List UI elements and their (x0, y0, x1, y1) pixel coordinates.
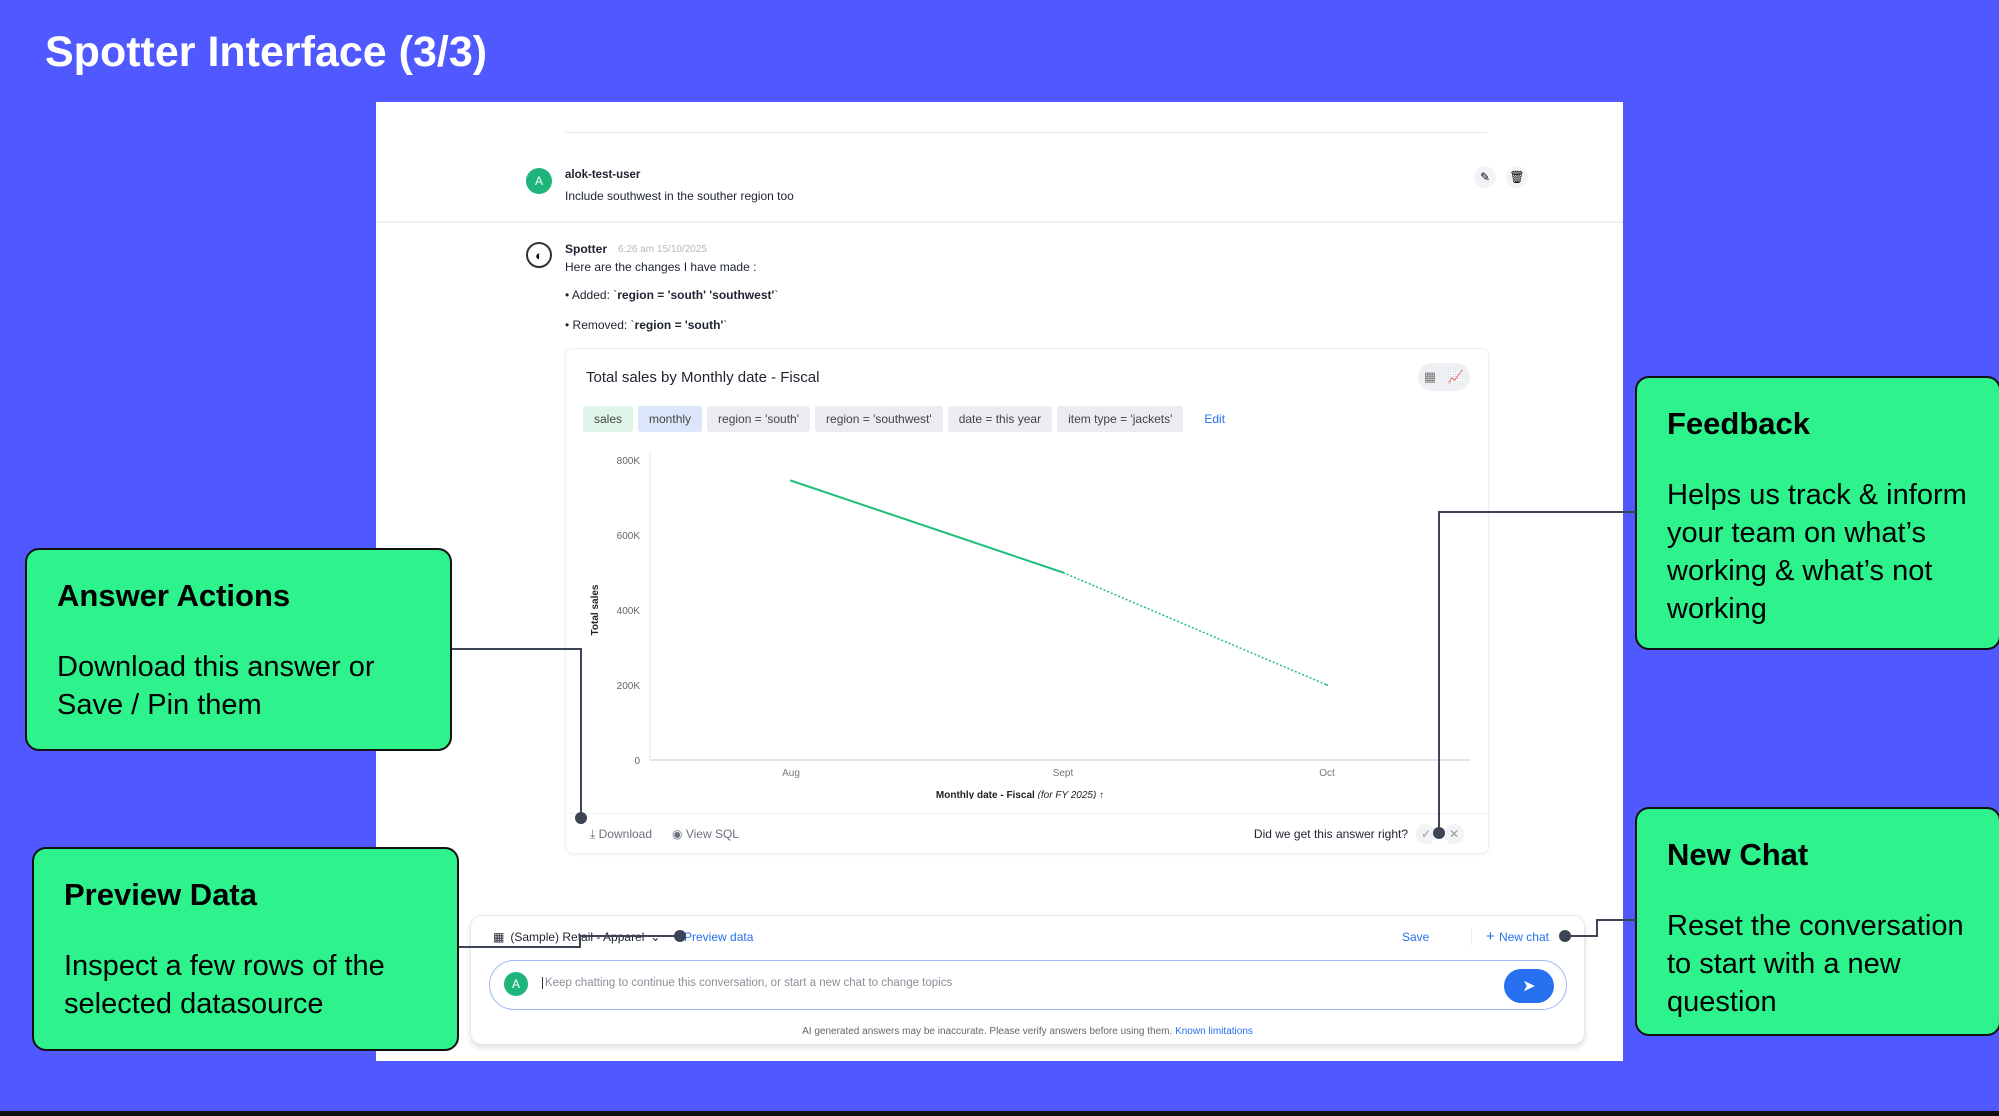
x-axis-title: Monthly date - Fiscal (for FY 2025) ↑ (936, 790, 1104, 799)
feedback-question: Did we get this answer right? (1253, 827, 1408, 841)
spotter-name: Spotter (565, 242, 607, 256)
y-tick-label: 0 (634, 756, 640, 767)
y-tick-label: 800K (617, 456, 641, 467)
preview-data-link[interactable]: Preview data (684, 930, 754, 944)
user-name: alok-test-user (565, 169, 641, 181)
divider (566, 813, 1490, 814)
tick: ` (723, 318, 728, 332)
eye-icon: ◉ (672, 827, 686, 841)
y-tick-label: 400K (617, 606, 641, 617)
answer-card: Total sales by Monthly date - Fiscal ▦ 📈 … (565, 348, 1490, 854)
y-tick-label: 600K (617, 531, 641, 542)
spotter-intro: Here are the changes I have made : (565, 260, 757, 274)
table-icon: ▦ (493, 930, 505, 944)
plus-icon: + (1486, 928, 1499, 945)
close-icon[interactable]: ✕ (1444, 824, 1464, 844)
connector-dot (1433, 827, 1445, 839)
thumbs-correct-icon[interactable]: ✓ (1416, 824, 1436, 844)
callout-title: Preview Data (64, 877, 257, 912)
divider (376, 221, 1623, 223)
spotter-screenshot: A alok-test-user Include southwest in th… (376, 102, 1623, 1061)
data-point (1062, 571, 1064, 574)
viz-toggle[interactable]: ▦ 📈 (1418, 363, 1470, 391)
new-chat-label: New chat (1498, 930, 1549, 944)
x-tick-label: Sept (1053, 768, 1074, 779)
callout-new-chat: New Chat Reset the conversation to start… (1635, 807, 1999, 1036)
known-limitations-link[interactable]: Known limitations (1175, 1026, 1253, 1037)
added-value: region = 'south' 'southwest' (617, 288, 775, 302)
callout-answer-actions: Answer Actions Download this answer or S… (25, 548, 452, 751)
view-sql-button[interactable]: ◉ View SQL (672, 827, 739, 842)
view-sql-label: View SQL (685, 827, 739, 841)
chip-item-type[interactable]: item type = 'jackets' (1057, 406, 1184, 432)
chip-date[interactable]: date = this year (947, 406, 1053, 432)
trash-icon[interactable]: 🗑 (1506, 166, 1528, 188)
removed-change: • Removed: `region = 'south'` (565, 318, 727, 332)
removed-value: region = 'south' (634, 318, 724, 332)
removed-label: • Removed: ` (565, 318, 635, 332)
new-chat-button[interactable]: + New chat (1471, 928, 1549, 945)
answer-title: Total sales by Monthly date - Fiscal (586, 369, 820, 386)
chart-icon[interactable]: 📈 (1447, 369, 1465, 384)
callout-body: Helps us track & inform your team on wha… (1667, 479, 1967, 625)
callout-body: Reset the conversation to start with a n… (1667, 910, 1964, 1018)
connector-preview-data (459, 935, 680, 948)
table-icon[interactable]: ▦ (1423, 369, 1437, 384)
callout-body: Inspect a few rows of the selected datas… (64, 950, 385, 1020)
user-message-text: Include southwest in the souther region … (565, 189, 794, 203)
send-button[interactable]: ➤ (1504, 969, 1554, 1003)
bottom-bar (0, 1111, 1999, 1116)
feedback: Did we get this answer right? ✓ ✕ (1254, 824, 1464, 844)
download-button[interactable]: ⤓ Download (590, 827, 652, 842)
save-button[interactable]: Save (1402, 930, 1430, 944)
chip-sales[interactable]: sales (583, 406, 634, 432)
slide-title: Spotter Interface (3/3) (45, 28, 488, 76)
datasource-name: (Sample) Retail - Apparel (510, 930, 645, 944)
connector-dot (674, 930, 686, 942)
x-tick-label: Oct (1319, 768, 1335, 779)
connector-feedback (1438, 511, 1636, 833)
tick: ` (774, 288, 779, 302)
chat-placeholder: Keep chatting to continue this conversat… (542, 977, 952, 989)
spotter-avatar: ◐ (526, 242, 552, 268)
data-point (1326, 684, 1328, 686)
x-tick-label: Aug (782, 768, 800, 779)
callout-title: Feedback (1667, 406, 1811, 441)
callout-body: Download this answer or Save / Pin them (57, 651, 375, 721)
connector-new-chat (1565, 919, 1636, 937)
answer-actions: ⤓ Download ◉ View SQL (590, 827, 739, 842)
connector-dot (1559, 930, 1571, 942)
line-chart: 0 200K 400K 600K 800K Aug Sept Oct Total sales Mo… (590, 452, 1470, 799)
send-icon: ➤ (1522, 978, 1536, 995)
callout-title: New Chat (1667, 837, 1809, 872)
callout-title: Answer Actions (57, 578, 291, 613)
callout-preview-data: Preview Data Inspect a few rows of the s… (32, 847, 459, 1051)
disclaimer: AI generated answers may be inaccurate. … (471, 1026, 1584, 1037)
callout-feedback: Feedback Helps us track & inform your te… (1635, 376, 1999, 650)
edit-link[interactable]: Edit (1204, 412, 1226, 426)
user-avatar: A (526, 168, 552, 194)
y-axis-title: Total sales (590, 584, 601, 635)
download-label: Download (598, 827, 653, 841)
timestamp: 6:26 am 15/10/2025 (618, 244, 707, 255)
added-label: • Added: ` (565, 288, 618, 302)
added-change: • Added: `region = 'south' 'southwest'` (565, 288, 778, 302)
divider (565, 132, 1487, 133)
connector-answer-actions (452, 648, 582, 818)
disclaimer-text: AI generated answers may be inaccurate. … (802, 1026, 1173, 1037)
chip-region-south[interactable]: region = 'south' (707, 406, 811, 432)
line-segment (790, 479, 1064, 574)
connector-dot (575, 812, 587, 824)
chip-region-southwest[interactable]: region = 'southwest' (815, 406, 943, 432)
chat-input[interactable]: A Keep chatting to continue this convers… (489, 960, 1567, 1010)
query-chips: sales monthly region = 'south' region = … (583, 406, 1225, 432)
chip-monthly[interactable]: monthly (638, 406, 703, 432)
y-tick-label: 200K (617, 681, 641, 692)
download-icon: ⤓ (590, 827, 599, 841)
user-avatar: A (504, 972, 528, 996)
pencil-icon[interactable]: ✎ (1474, 166, 1496, 188)
data-point (790, 479, 792, 482)
